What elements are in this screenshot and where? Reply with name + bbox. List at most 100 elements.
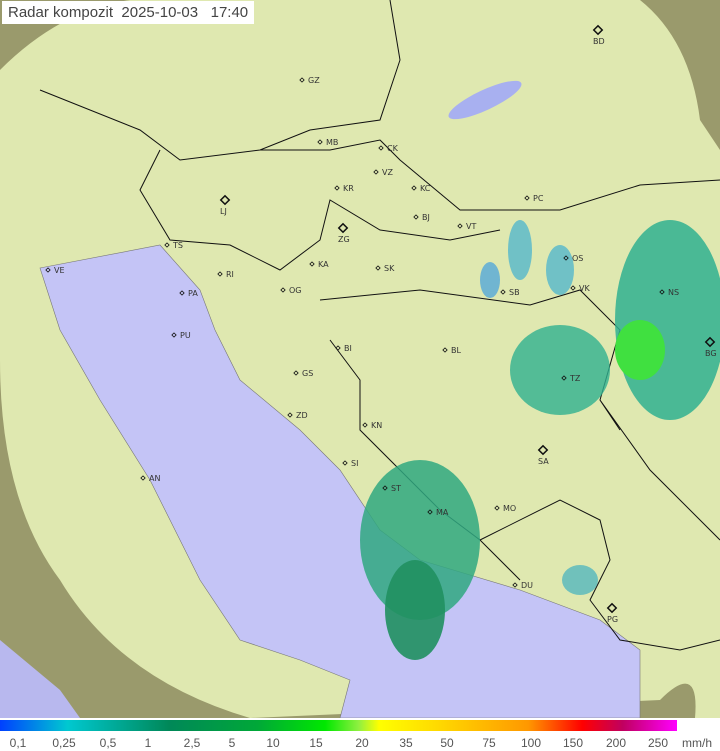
city-marker-icon: [334, 185, 340, 191]
city-label: PG: [607, 615, 618, 624]
city-marker-icon: [494, 505, 500, 511]
legend-tick: 150: [562, 736, 584, 750]
city-marker-icon: [606, 602, 618, 614]
city-marker-icon: [537, 444, 549, 456]
city-marker-icon: [570, 285, 576, 291]
city-label: KA: [318, 260, 329, 269]
city-marker-icon: [335, 345, 341, 351]
city-marker-icon: [342, 460, 348, 466]
city-label: GZ: [308, 76, 320, 85]
city-marker-icon: [411, 185, 417, 191]
city-label: ST: [391, 484, 401, 493]
city-label: BD: [593, 37, 605, 46]
city-marker-icon: [592, 24, 604, 36]
city-label: BI: [344, 344, 352, 353]
radar-echoes: [360, 220, 720, 660]
legend-labels: 0,1 0,25 0,5 1 2,5 5 10 15 20 35 50 75 100 150 200 250 m…: [0, 734, 720, 751]
city-label: MO: [503, 504, 516, 513]
city-label: VK: [579, 284, 590, 293]
map-title: Radar kompozit 2025-10-03 17:40: [2, 1, 255, 24]
city-label: ZG: [338, 235, 350, 244]
city-label: TZ: [569, 374, 581, 383]
city-marker-icon: [337, 222, 349, 234]
legend-tick: 200: [605, 736, 627, 750]
city-label: VE: [54, 266, 65, 275]
city-marker-icon: [317, 139, 323, 145]
city-label: NS: [668, 288, 679, 297]
legend-tick: 250: [647, 736, 669, 750]
city-marker-icon: [219, 194, 231, 206]
city-label: CK: [387, 144, 399, 153]
city-label: KR: [343, 184, 354, 193]
city-marker-icon: [45, 267, 51, 273]
city-label: KC: [420, 184, 431, 193]
city-label: KN: [371, 421, 382, 430]
city-marker-icon: [362, 422, 368, 428]
city-marker-icon: [217, 271, 223, 277]
city-marker-icon: [309, 261, 315, 267]
city-label: BG: [705, 349, 717, 358]
city-marker-icon: [373, 169, 379, 175]
legend-tick: 20: [355, 736, 369, 750]
city-label: PA: [188, 289, 198, 298]
city-markers: BD GZ MB CK VZ KR KC PC LJ BJ VT ZG TS VE RI KA SK NS SB PA…: [45, 24, 717, 624]
city-marker-icon: [299, 77, 305, 83]
legend-tick: 5: [228, 736, 236, 750]
city-label: MB: [326, 138, 338, 147]
city-label: OG: [289, 286, 302, 295]
city-label: TS: [172, 241, 183, 250]
city-marker-icon: [378, 145, 384, 151]
city-marker-icon: [427, 509, 433, 515]
legend-tick: 2,5: [183, 736, 201, 750]
legend-tick: 1: [144, 736, 152, 750]
city-marker-icon: [179, 290, 185, 296]
legend-unit: mm/h: [682, 736, 712, 750]
city-marker-icon: [512, 582, 518, 588]
legend-color-bar: [0, 720, 677, 731]
lake-balaton: [448, 80, 522, 120]
legend-tick: 100: [520, 736, 542, 750]
city-label: GS: [302, 369, 313, 378]
radar-map: BD GZ MB CK VZ KR KC PC LJ BJ VT ZG TS VE RI KA SK NS SB PA…: [0, 0, 720, 718]
city-marker-icon: [382, 485, 388, 491]
legend-tick: 35: [399, 736, 413, 750]
legend-tick: 0,1: [9, 736, 27, 750]
legend-tick: 0,25: [52, 736, 76, 750]
city-label: ZD: [296, 411, 308, 420]
legend-tick: 10: [266, 736, 280, 750]
city-label: RI: [226, 270, 234, 279]
legend-tick: 50: [440, 736, 454, 750]
city-label: MA: [436, 508, 449, 517]
legend-tick: 0,5: [99, 736, 117, 750]
sea-south: [0, 640, 80, 718]
city-marker-icon: [659, 289, 665, 295]
city-marker-icon: [293, 370, 299, 376]
city-marker-icon: [375, 265, 381, 271]
city-label: BL: [451, 346, 461, 355]
city-marker-icon: [704, 336, 716, 348]
city-marker-icon: [442, 347, 448, 353]
city-label: SA: [538, 457, 549, 466]
city-marker-icon: [171, 332, 177, 338]
city-label: VZ: [382, 168, 393, 177]
legend-tick: 75: [482, 736, 496, 750]
city-label: SK: [384, 264, 395, 273]
city-marker-icon: [140, 475, 146, 481]
city-label: SB: [509, 288, 520, 297]
city-marker-icon: [524, 195, 530, 201]
legend-tick: 15: [309, 736, 323, 750]
city-marker-icon: [457, 223, 463, 229]
city-label: SI: [351, 459, 358, 468]
city-marker-icon: [164, 242, 170, 248]
city-marker-icon: [500, 289, 506, 295]
city-marker-icon: [563, 255, 569, 261]
city-label: OS: [572, 254, 583, 263]
city-marker-icon: [561, 375, 567, 381]
city-marker-icon: [280, 287, 286, 293]
city-marker-icon: [287, 412, 293, 418]
city-label: PU: [180, 331, 191, 340]
city-label: LJ: [220, 207, 227, 216]
city-label: VT: [466, 222, 476, 231]
city-label: BJ: [422, 213, 430, 222]
city-label: DU: [521, 581, 533, 590]
